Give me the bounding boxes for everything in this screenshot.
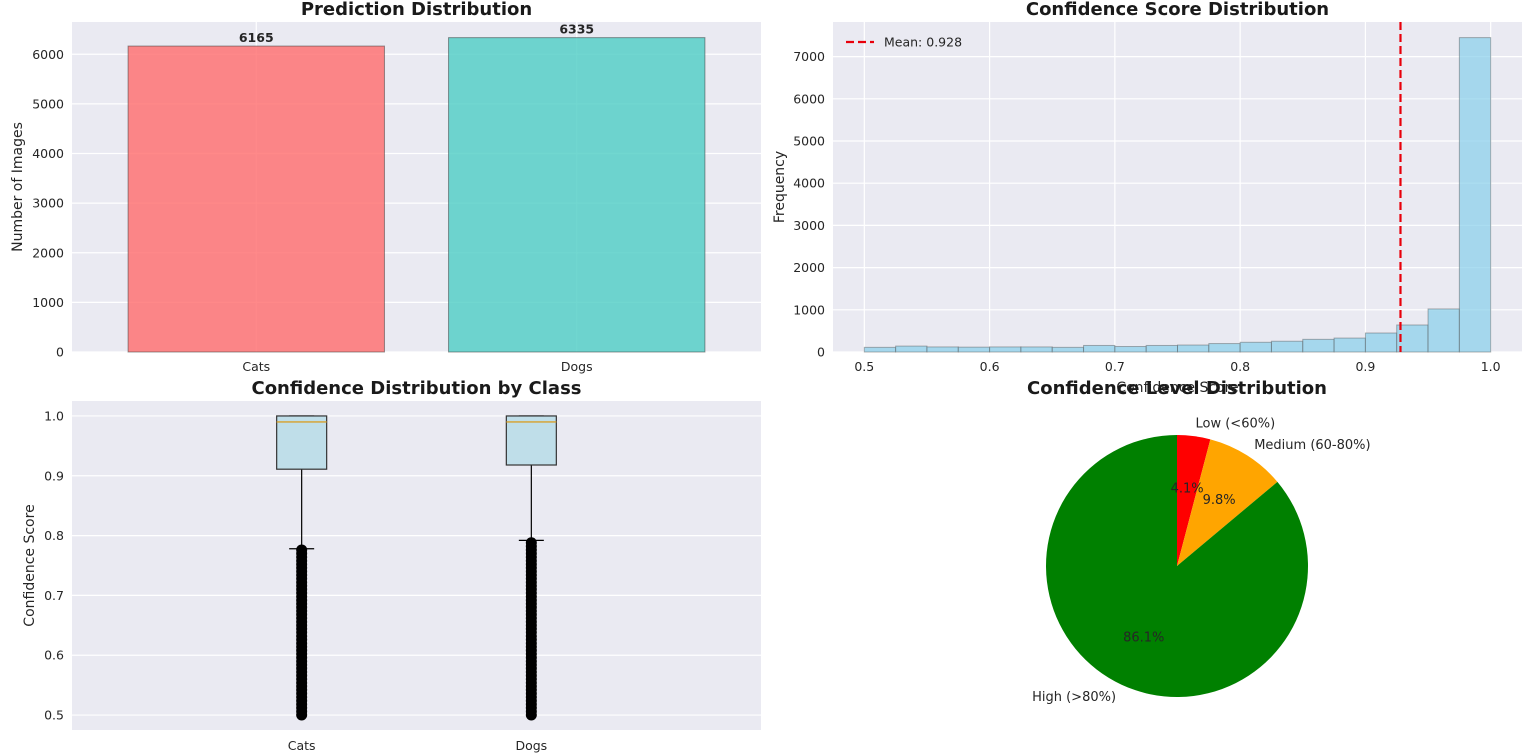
x-tick-label: 0.6 xyxy=(980,359,1000,374)
bars: 6165 6335 xyxy=(127,22,706,353)
histogram-bar xyxy=(1239,341,1272,353)
plot-area xyxy=(833,22,1522,352)
box-cats xyxy=(276,415,328,470)
y-axis-label: Confidence Score xyxy=(22,504,38,626)
x-tick-label: 0.5 xyxy=(854,359,874,374)
tick-labels: 0 1000 2000 3000 4000 5000 6000 7000 0.5 0.6 0.7 0.… xyxy=(793,49,1500,374)
outliers-dogs xyxy=(525,537,537,721)
y-tick-label: 1.0 xyxy=(44,408,64,423)
chart-title: Prediction Distribution xyxy=(301,0,532,20)
y-tick-label: 3000 xyxy=(793,218,825,233)
histogram-bar xyxy=(1270,340,1304,353)
box-dogs xyxy=(505,415,557,466)
histogram-bar xyxy=(1051,346,1085,353)
pie-slice-low xyxy=(1177,435,1211,566)
legend: Mean: 0.928 xyxy=(846,35,962,50)
y-tick-label: 0.5 xyxy=(44,708,64,723)
x-tick-label: 0.7 xyxy=(1105,359,1125,374)
bar-dogs xyxy=(448,37,706,353)
histogram-bar xyxy=(957,346,991,353)
y-tick-label: 5000 xyxy=(32,96,64,111)
y-tick-label: 6000 xyxy=(32,47,64,62)
y-tick-label: 1000 xyxy=(32,295,64,310)
gridlines xyxy=(72,415,761,716)
y-tick-label: 4000 xyxy=(793,176,825,191)
pie-pct-label-high: 86.1% xyxy=(1123,631,1164,646)
plot-area xyxy=(72,401,761,730)
pie-label-high: High (>80%) xyxy=(1032,690,1116,705)
pie-pct-label-low: 4.1% xyxy=(1171,482,1204,497)
y-axis-label: Frequency xyxy=(772,151,788,223)
histogram-bar xyxy=(989,346,1022,353)
bar-value-label: 6335 xyxy=(559,22,594,37)
y-tick-label: 0.6 xyxy=(44,648,64,663)
y-tick-label: 0 xyxy=(817,345,825,360)
y-tick-label: 0.9 xyxy=(44,468,64,483)
prediction-distribution-panel: 6165 6335 0 1000 2000 3000 4000 5000 6000 Cats Do… xyxy=(10,0,761,374)
pie-pct-label-medium: 9.8% xyxy=(1203,493,1236,508)
histogram-bar xyxy=(1208,343,1241,353)
y-tick-label: 0 xyxy=(56,345,64,360)
histogram-bar xyxy=(1114,346,1147,353)
histogram-bar xyxy=(1083,344,1116,353)
y-axis-label: Number of Images xyxy=(10,122,26,252)
histogram-bar xyxy=(1302,338,1335,353)
histogram-bar xyxy=(1177,344,1210,353)
legend-mean-label: Mean: 0.928 xyxy=(884,35,962,50)
y-tick-label: 7000 xyxy=(793,49,825,64)
histogram-bar xyxy=(926,346,959,353)
pie-slice-medium xyxy=(1177,439,1278,566)
histogram-bar xyxy=(1333,337,1366,353)
chart-title: Confidence Score Distribution xyxy=(1026,0,1329,20)
y-tick-label: 0.7 xyxy=(44,588,64,603)
histogram-bar xyxy=(1145,344,1178,353)
histogram-bar xyxy=(863,346,897,353)
confidence-score-distribution-panel: 0 1000 2000 3000 4000 5000 6000 7000 0.5 0.6 0.7 0.… xyxy=(772,0,1522,396)
pie-label-medium: Medium (60-80%) xyxy=(1254,438,1370,453)
histogram-bars xyxy=(863,37,1492,353)
x-tick-label: 1.0 xyxy=(1481,359,1501,374)
histogram-bar xyxy=(1364,332,1398,353)
tick-labels: 0.5 0.6 0.7 0.8 0.9 1.0 Cats Dogs xyxy=(44,408,547,753)
confidence-level-distribution-panel: Low (<60%) Medium (60-80%) High (>80%) 4.1%… xyxy=(1027,378,1371,705)
x-tick-label: 0.8 xyxy=(1230,359,1250,374)
x-tick-label: Dogs xyxy=(515,738,547,753)
boxplots xyxy=(276,415,557,721)
y-tick-label: 1000 xyxy=(793,302,825,317)
outliers-cats xyxy=(296,544,308,721)
bar-cats xyxy=(127,45,385,353)
histogram-bar xyxy=(1427,308,1460,353)
pie-label-low: Low (<60%) xyxy=(1196,417,1276,432)
histogram-bar xyxy=(1020,346,1053,353)
x-tick-label: Cats xyxy=(242,359,270,374)
pie-slice-high xyxy=(1046,435,1308,698)
y-tick-label: 2000 xyxy=(793,260,825,275)
x-tick-label: Cats xyxy=(288,738,316,753)
x-axis-label: Confidence Score xyxy=(1116,380,1238,396)
histogram-bar xyxy=(1458,37,1492,353)
bar-value-label: 6165 xyxy=(239,30,274,45)
tick-labels: 0 1000 2000 3000 4000 5000 6000 Cats Dogs xyxy=(32,47,592,374)
chart-title: Confidence Distribution by Class xyxy=(251,378,581,399)
confidence-by-class-panel: 0.5 0.6 0.7 0.8 0.9 1.0 Cats Dogs Confidence Di… xyxy=(22,378,761,753)
pie-labels: Low (<60%) Medium (60-80%) High (>80%) 4.1%… xyxy=(1032,417,1371,705)
y-tick-label: 6000 xyxy=(793,91,825,106)
y-tick-label: 3000 xyxy=(32,196,64,211)
y-tick-label: 5000 xyxy=(793,134,825,149)
pie-slices xyxy=(1046,435,1308,698)
histogram-bar xyxy=(895,345,928,353)
chart-title: Confidence Level Distribution xyxy=(1027,378,1327,399)
y-tick-label: 0.8 xyxy=(44,528,64,543)
y-tick-label: 2000 xyxy=(32,245,64,260)
x-tick-label: 0.9 xyxy=(1355,359,1375,374)
y-tick-label: 4000 xyxy=(32,146,64,161)
x-tick-label: Dogs xyxy=(561,359,593,374)
outlier-point xyxy=(296,544,308,556)
